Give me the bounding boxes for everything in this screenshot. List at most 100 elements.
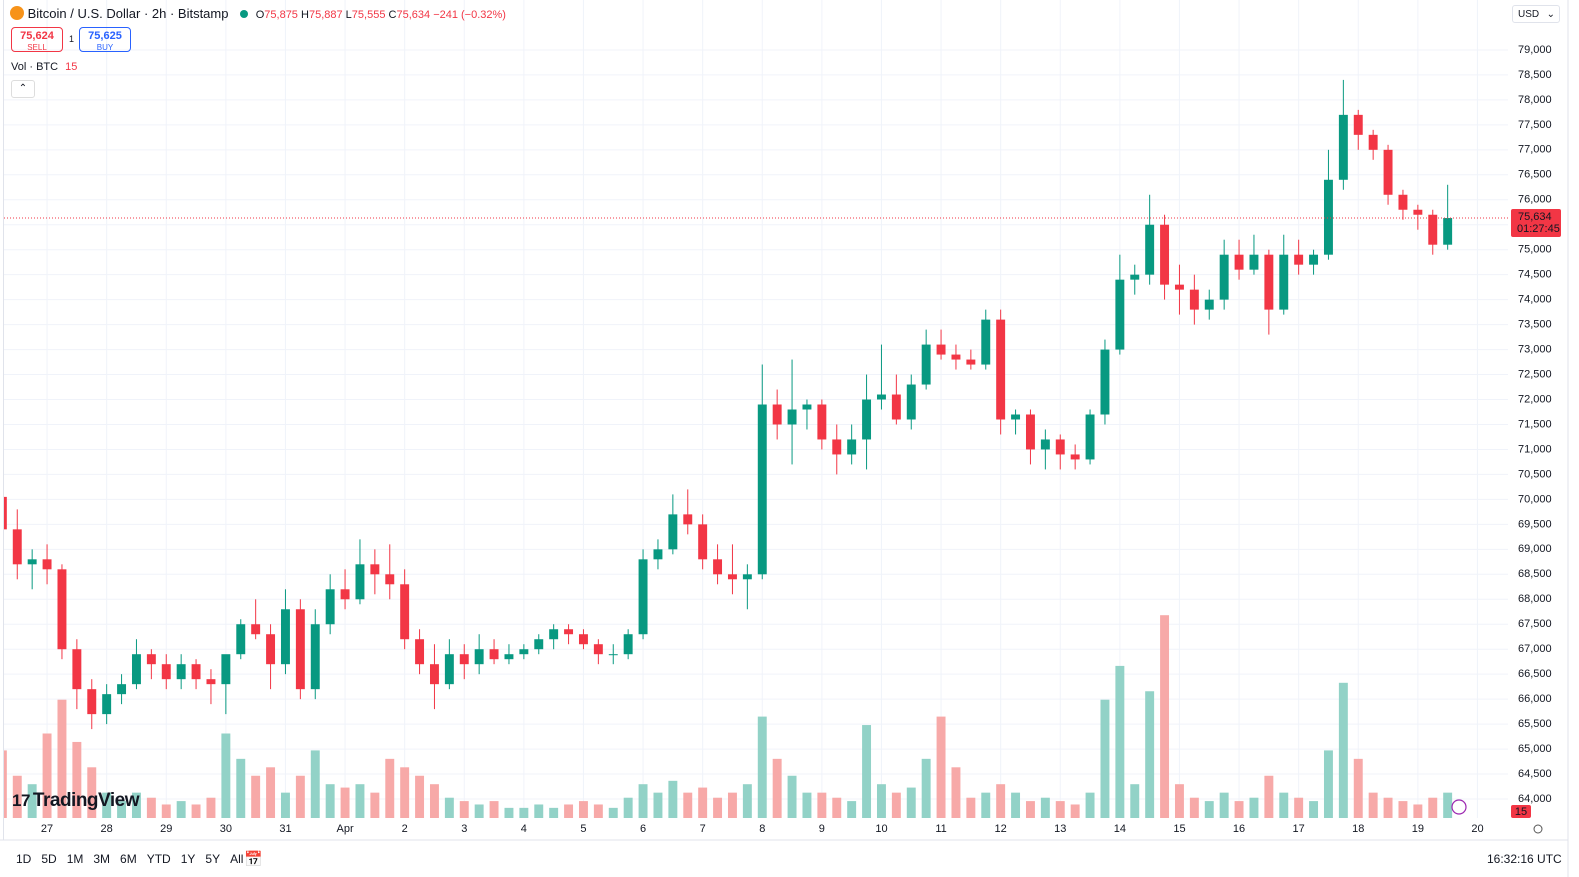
currency-select[interactable]: USD ⌄ (1512, 5, 1560, 23)
volume-bar (757, 716, 767, 818)
candle-body (1025, 414, 1035, 450)
x-tick-label: 3 (461, 823, 467, 835)
x-tick-label: 8 (759, 823, 765, 835)
candle-body (847, 439, 857, 455)
candle-body (593, 644, 603, 655)
sell-label: SELL (27, 43, 47, 52)
x-tick-label: 10 (875, 823, 887, 835)
volume-bar (742, 784, 752, 818)
candle-body (161, 664, 171, 680)
volume-bar (1070, 804, 1080, 818)
volume-bar (295, 775, 305, 818)
volume-bar (474, 804, 484, 818)
candle-body (1070, 454, 1080, 460)
symbol-title[interactable]: Bitcoin / U.S. Dollar · 2h · Bitstamp (27, 6, 229, 21)
volume-bar (1368, 792, 1378, 818)
y-tick-label: 70,000 (1518, 493, 1552, 505)
x-tick-label: 31 (279, 823, 291, 835)
volume-bar (1145, 691, 1155, 818)
y-tick-label: 77,000 (1518, 144, 1552, 156)
buy-button[interactable]: 75,625 BUY (79, 27, 131, 52)
sell-price: 75,624 (20, 30, 54, 42)
candle-body (1383, 149, 1393, 195)
y-tick-label: 76,000 (1518, 194, 1552, 206)
volume-bar (1040, 797, 1050, 818)
volume-bar (1234, 801, 1244, 818)
timeframe-button[interactable]: 6M (120, 852, 137, 866)
collapse-button[interactable]: ⌃ (11, 80, 35, 98)
volume-bar (1130, 784, 1140, 818)
candle-body (832, 439, 842, 455)
candle-body (638, 559, 648, 635)
timeframe-button[interactable]: 1M (66, 852, 84, 866)
volume-bar (921, 758, 931, 818)
volume-bar (325, 784, 335, 818)
price-axis-bg (1508, 0, 1568, 845)
c-label: C (388, 9, 397, 21)
candle-body (1204, 299, 1214, 310)
candle-body (1189, 289, 1199, 310)
x-tick-label: 2 (402, 823, 408, 835)
volume-bar (653, 792, 663, 818)
y-tick-label: 69,500 (1518, 518, 1552, 530)
candle-body (891, 394, 901, 420)
volume-bar (489, 801, 499, 818)
volume-title: Vol · BTC (11, 61, 59, 73)
candle-body (921, 344, 931, 385)
y-tick-label: 67,000 (1518, 643, 1552, 655)
volume-bar (847, 801, 857, 818)
timeframe-button[interactable]: 3M (93, 852, 111, 866)
logo[interactable]: 17 TradingView (12, 790, 140, 812)
candle-body (1040, 439, 1050, 450)
volume-bar (385, 758, 395, 818)
countdown: 01:27:45 (1517, 223, 1560, 235)
x-tick-label: 5 (580, 823, 586, 835)
volume-bar (12, 775, 22, 818)
ohlc-legend: O75,875 H75,887 L75,555 C75,634 −241 (−0… (256, 9, 506, 21)
settings-icon (1533, 824, 1543, 834)
candle-body (1368, 134, 1378, 150)
candle-body (951, 354, 961, 360)
volume-bar (787, 775, 797, 818)
candle-body (1160, 224, 1170, 285)
y-tick-label: 73,500 (1518, 319, 1552, 331)
spread: 1 (69, 34, 75, 44)
timeframe-button[interactable]: All (230, 852, 244, 866)
candle-body (1294, 254, 1304, 265)
volume-bar (623, 797, 633, 818)
sell-button[interactable]: 75,624 SELL (11, 27, 63, 52)
candle-body (1100, 349, 1110, 415)
volume-bar (1413, 804, 1423, 818)
candle-body (415, 639, 425, 665)
btc-icon (10, 6, 24, 20)
candle-body (564, 629, 574, 635)
candle-body (876, 394, 886, 400)
candle-body (1428, 214, 1438, 245)
timeframe-button[interactable]: 1D (16, 852, 32, 866)
volume-bar (131, 792, 141, 818)
candle-body (504, 654, 514, 660)
timeframe-button[interactable]: 1Y (180, 852, 196, 866)
timeframe-button[interactable]: 5Y (205, 852, 221, 866)
volume-bar (415, 775, 425, 818)
date-range-icon[interactable]: 📅 (244, 851, 263, 868)
candle-body (370, 564, 380, 575)
x-tick-label: Apr (336, 823, 353, 835)
candle-body (966, 359, 976, 365)
candle-body (131, 654, 141, 685)
timeframe-button[interactable]: YTD (146, 852, 171, 866)
change: −241 (−0.32%) (433, 9, 506, 21)
candle-body (429, 664, 439, 685)
y-tick-label: 65,000 (1518, 743, 1552, 755)
x-tick-label: 16 (1233, 823, 1245, 835)
header: Bitcoin / U.S. Dollar · 2h · Bitstamp O7… (10, 6, 506, 21)
candle-body (117, 684, 127, 695)
volume-bar (564, 804, 574, 818)
timeframe-button[interactable]: 5D (41, 852, 57, 866)
volume-bar (996, 784, 1006, 818)
logo-mark: 17 (12, 791, 30, 810)
candle-body (534, 639, 544, 650)
candle-body (981, 319, 991, 365)
o-label: O (255, 9, 265, 21)
